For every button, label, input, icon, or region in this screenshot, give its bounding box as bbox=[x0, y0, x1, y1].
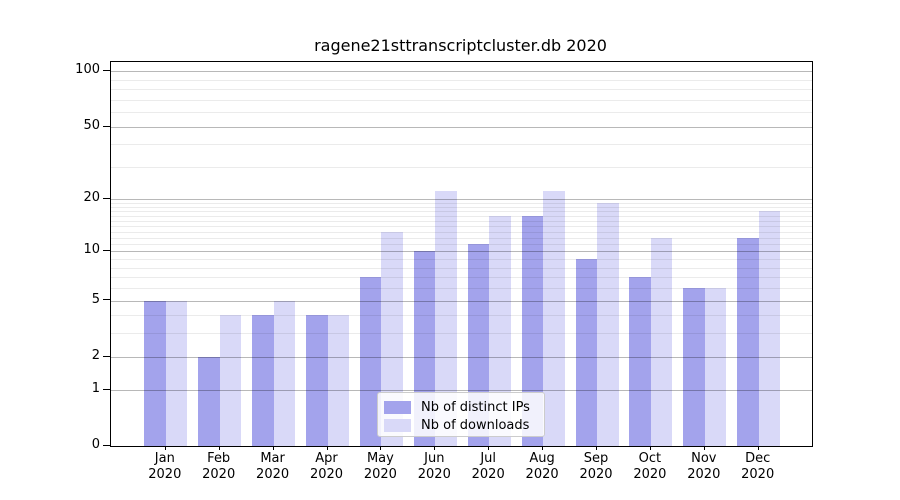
plot-area bbox=[110, 61, 813, 447]
gridline-minor bbox=[111, 267, 812, 269]
gridline-minor bbox=[111, 244, 812, 246]
legend-item-downloads: Nb of downloads bbox=[384, 416, 538, 434]
y-tick bbox=[103, 70, 110, 71]
bar-distinct-ips bbox=[575, 259, 597, 446]
bar-distinct-ips bbox=[306, 315, 328, 446]
gridline-major bbox=[111, 126, 812, 128]
bar-distinct-ips bbox=[683, 287, 705, 446]
y-tick bbox=[103, 389, 110, 390]
x-tick bbox=[488, 446, 490, 450]
x-tick-label: Sep 2020 bbox=[579, 451, 613, 482]
bar-distinct-ips bbox=[521, 215, 544, 446]
bar-downloads bbox=[327, 315, 349, 446]
legend-swatch-distinct-ips bbox=[384, 400, 411, 414]
x-tick bbox=[326, 446, 328, 450]
gridline-minor bbox=[111, 277, 812, 279]
gridline-major bbox=[111, 251, 812, 253]
gridline-major bbox=[111, 356, 812, 358]
gridline-minor bbox=[111, 259, 812, 260]
bar-downloads bbox=[543, 191, 565, 446]
bar-downloads bbox=[704, 287, 727, 446]
gridline-minor bbox=[111, 237, 812, 239]
x-tick bbox=[272, 446, 274, 450]
bar-distinct-ips bbox=[144, 300, 166, 446]
x-tick bbox=[757, 446, 759, 450]
gridline-minor bbox=[111, 202, 812, 204]
bar-downloads bbox=[273, 300, 296, 446]
x-tick-label: Feb 2020 bbox=[202, 451, 236, 482]
y-tick bbox=[103, 299, 110, 300]
gridline-major bbox=[111, 389, 812, 391]
gridline-major bbox=[111, 71, 812, 73]
x-tick bbox=[596, 446, 597, 450]
x-tick bbox=[703, 446, 705, 450]
legend-label-downloads: Nb of downloads bbox=[421, 417, 530, 433]
bar-downloads bbox=[435, 191, 457, 446]
bar-distinct-ips bbox=[252, 315, 274, 446]
x-tick bbox=[164, 446, 166, 450]
gridline-minor bbox=[111, 287, 812, 289]
x-tick-label: Nov 2020 bbox=[687, 451, 721, 482]
x-tick-label: Mar 2020 bbox=[256, 451, 290, 482]
gridline-minor bbox=[111, 215, 812, 217]
y-tick bbox=[103, 356, 110, 357]
gridline-major bbox=[111, 300, 812, 302]
gridline-minor bbox=[111, 112, 812, 114]
x-tick-label: May 2020 bbox=[363, 451, 397, 482]
gridline-minor bbox=[111, 333, 812, 335]
legend-swatch-downloads bbox=[384, 418, 411, 432]
bar-distinct-ips bbox=[359, 277, 382, 446]
gridline-minor bbox=[111, 226, 812, 227]
bar-downloads bbox=[165, 300, 188, 446]
gridline-minor bbox=[111, 79, 812, 81]
gridline-minor bbox=[111, 206, 812, 208]
x-tick-label: Oct 2020 bbox=[633, 451, 667, 482]
bar-downloads bbox=[650, 237, 673, 446]
y-tick-label: 50 bbox=[83, 117, 100, 133]
gridline-minor bbox=[111, 89, 812, 90]
x-tick-label: Jun 2020 bbox=[417, 451, 451, 482]
bar-distinct-ips bbox=[198, 356, 220, 446]
bar-distinct-ips bbox=[629, 277, 651, 446]
x-tick bbox=[542, 446, 544, 450]
y-tick-label: 5 bbox=[91, 291, 100, 307]
bar-distinct-ips bbox=[737, 237, 759, 446]
y-tick bbox=[103, 250, 110, 251]
y-tick bbox=[103, 445, 110, 446]
y-tick-label: 10 bbox=[83, 242, 100, 258]
legend-label-distinct-ips: Nb of distinct IPs bbox=[421, 399, 530, 415]
x-tick bbox=[649, 446, 651, 450]
bar-downloads bbox=[219, 315, 242, 446]
x-tick-label: Aug 2020 bbox=[525, 451, 559, 482]
gridline-minor bbox=[111, 315, 812, 317]
gridline-major bbox=[111, 198, 812, 200]
legend-item-distinct-ips: Nb of distinct IPs bbox=[384, 398, 538, 416]
gridline-minor bbox=[111, 144, 812, 146]
y-tick-label: 1 bbox=[91, 380, 100, 396]
legend: Nb of distinct IPs Nb of downloads bbox=[377, 392, 545, 437]
bar-downloads bbox=[597, 202, 619, 446]
gridline-minor bbox=[111, 231, 812, 233]
x-tick-label: Dec 2020 bbox=[741, 451, 775, 482]
x-tick bbox=[380, 446, 382, 450]
chart-title: ragene21sttranscriptcluster.db 2020 bbox=[314, 36, 607, 55]
gridline-minor bbox=[111, 211, 812, 213]
gridline-minor bbox=[111, 220, 812, 222]
x-tick bbox=[434, 446, 436, 450]
x-tick-label: Jul 2020 bbox=[471, 451, 505, 482]
bar-downloads bbox=[489, 215, 511, 446]
y-tick-label: 100 bbox=[75, 62, 100, 78]
y-tick-label: 2 bbox=[91, 347, 100, 363]
bar-downloads bbox=[758, 211, 781, 446]
y-tick bbox=[103, 126, 110, 127]
gridline-minor bbox=[111, 99, 812, 101]
x-tick-label: Apr 2020 bbox=[309, 451, 344, 482]
x-tick bbox=[218, 446, 220, 450]
y-tick-label: 20 bbox=[83, 189, 100, 205]
x-tick-label: Jan 2020 bbox=[148, 451, 182, 482]
y-tick bbox=[103, 198, 110, 199]
y-tick-label: 0 bbox=[91, 437, 100, 452]
gridline-minor bbox=[111, 167, 812, 169]
